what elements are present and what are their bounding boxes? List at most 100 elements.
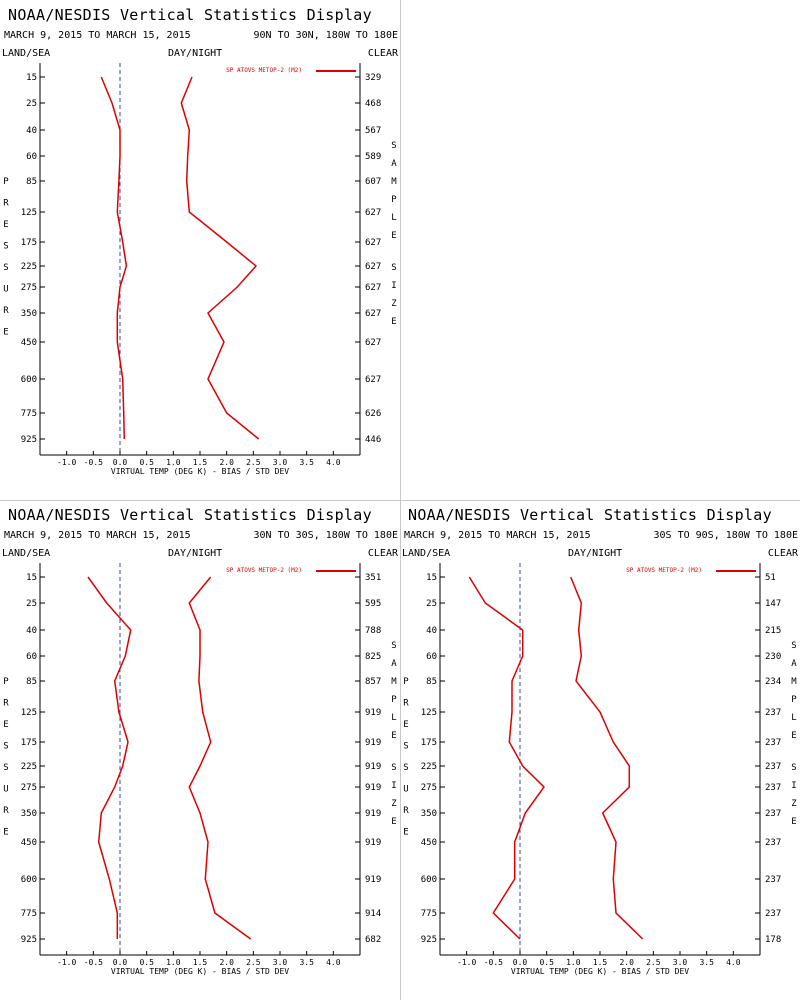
pressure-axis-letter: U — [3, 785, 8, 795]
sample-size-label: 178 — [765, 935, 781, 945]
x-tick-label: 3.0 — [273, 458, 288, 467]
sample-size-axis-letter: E — [391, 231, 396, 241]
land-sea-label: LAND/SEA — [402, 548, 451, 559]
x-tick-label: 2.5 — [646, 958, 661, 967]
sample-size-axis-letter: Z — [391, 799, 397, 809]
pressure-axis-letter: S — [403, 742, 408, 752]
sample-size-axis-letter: S — [391, 641, 396, 651]
pressure-tick-label: 225 — [421, 762, 437, 772]
sample-size-label: 627 — [365, 208, 381, 218]
pressure-axis-letter: S — [3, 263, 8, 273]
sample-size-axis-letter: S — [391, 141, 396, 151]
pressure-axis-letter: R — [403, 699, 409, 709]
sample-size-label: 147 — [765, 599, 781, 609]
sample-size-label: 595 — [365, 599, 381, 609]
x-tick-label: 3.0 — [673, 958, 688, 967]
pressure-axis-letter: S — [403, 763, 408, 773]
std-dev-series-line — [188, 576, 252, 940]
panel-title: NOAA/NESDIS Vertical Statistics Display — [408, 506, 772, 524]
x-tick-label: -0.5 — [84, 458, 103, 467]
sample-size-label: 446 — [365, 435, 381, 445]
pressure-axis-letter: E — [403, 720, 408, 730]
pressure-tick-label: 350 — [421, 809, 437, 819]
x-tick-label: -1.0 — [57, 958, 76, 967]
x-tick-label: 0.0 — [113, 458, 128, 467]
pressure-tick-label: 85 — [26, 177, 37, 187]
sample-size-label: 919 — [365, 762, 381, 772]
pressure-axis-letter: U — [3, 285, 8, 295]
sample-size-axis-letter: Z — [791, 799, 797, 809]
chart-panel-tropics: NOAA/NESDIS Vertical Statistics Display … — [0, 500, 400, 1000]
sample-size-axis-letter: M — [391, 677, 397, 687]
pressure-tick-label: 600 — [21, 375, 37, 385]
sample-size-axis-letter: E — [391, 731, 396, 741]
pressure-axis-letter: E — [3, 328, 8, 338]
sample-size-axis-letter: Z — [391, 299, 397, 309]
std-dev-series-line — [180, 76, 260, 440]
sample-size-label: 237 — [765, 875, 781, 885]
pressure-axis-letter: E — [3, 828, 8, 838]
pressure-tick-label: 60 — [26, 152, 37, 162]
x-tick-label: -0.5 — [484, 958, 503, 967]
sample-size-axis-letter: M — [391, 177, 397, 187]
pressure-axis-letter: S — [3, 242, 8, 252]
sample-size-axis-letter: A — [791, 659, 797, 669]
legend-label: SP ATOVS METOP-2 (M2) — [226, 67, 302, 74]
pressure-tick-label: 925 — [21, 935, 37, 945]
x-tick-label: 1.0 — [166, 458, 181, 467]
sample-size-label: 788 — [365, 626, 381, 636]
sample-size-axis-letter: I — [791, 781, 796, 791]
pressure-tick-label: 125 — [21, 208, 37, 218]
sample-size-label: 919 — [365, 809, 381, 819]
sample-size-axis-letter: L — [391, 713, 396, 723]
sample-size-axis-letter: E — [791, 731, 796, 741]
sample-size-axis-letter: I — [391, 281, 396, 291]
x-tick-label: -1.0 — [57, 458, 76, 467]
x-tick-label: 2.5 — [246, 458, 261, 467]
pressure-tick-label: 25 — [26, 99, 37, 109]
sample-size-label: 627 — [365, 375, 381, 385]
pressure-tick-label: 25 — [426, 599, 437, 609]
pressure-axis-letter: U — [403, 785, 408, 795]
pressure-tick-label: 225 — [21, 762, 37, 772]
x-tick-label: 2.0 — [219, 458, 234, 467]
panel-divider-horizontal — [0, 500, 800, 501]
sample-size-label: 627 — [365, 262, 381, 272]
day-night-label: DAY/NIGHT — [168, 48, 223, 59]
x-tick-label: 4.0 — [326, 958, 341, 967]
sample-size-axis-letter: S — [791, 763, 796, 773]
sample-size-label: 825 — [365, 652, 381, 662]
sample-size-label: 627 — [365, 283, 381, 293]
bias-series-line — [100, 76, 128, 440]
pressure-tick-label: 60 — [26, 652, 37, 662]
pressure-axis-letter: R — [403, 806, 409, 816]
pressure-tick-label: 450 — [21, 338, 37, 348]
x-tick-label: -0.5 — [84, 958, 103, 967]
sample-size-axis-letter: S — [391, 763, 396, 773]
sample-size-label: 682 — [365, 935, 381, 945]
sample-size-axis-letter: I — [391, 781, 396, 791]
pressure-tick-label: 775 — [421, 909, 437, 919]
sample-size-label: 237 — [765, 708, 781, 718]
x-tick-label: 1.5 — [193, 458, 208, 467]
pressure-axis-letter: P — [403, 677, 409, 687]
sample-size-label: 237 — [765, 783, 781, 793]
pressure-tick-label: 275 — [421, 783, 437, 793]
bias-series-line — [87, 576, 132, 939]
day-night-label: DAY/NIGHT — [568, 548, 623, 559]
x-tick-label: 1.0 — [166, 958, 181, 967]
x-tick-label: 1.5 — [593, 958, 608, 967]
date-range: MARCH 9, 2015 TO MARCH 15, 2015 — [4, 530, 191, 541]
pressure-tick-label: 40 — [26, 626, 37, 636]
clear-label: CLEAR — [367, 48, 398, 59]
pressure-tick-label: 775 — [21, 909, 37, 919]
x-tick-label: 1.0 — [566, 958, 581, 967]
x-tick-label: 2.0 — [619, 958, 634, 967]
pressure-axis-letter: S — [3, 763, 8, 773]
x-tick-label: 3.5 — [299, 458, 314, 467]
sample-size-label: 51 — [765, 573, 776, 583]
pressure-tick-label: 85 — [26, 677, 37, 687]
x-tick-label: 2.0 — [219, 958, 234, 967]
day-night-label: DAY/NIGHT — [168, 548, 223, 559]
sample-size-axis-letter: S — [791, 641, 796, 651]
